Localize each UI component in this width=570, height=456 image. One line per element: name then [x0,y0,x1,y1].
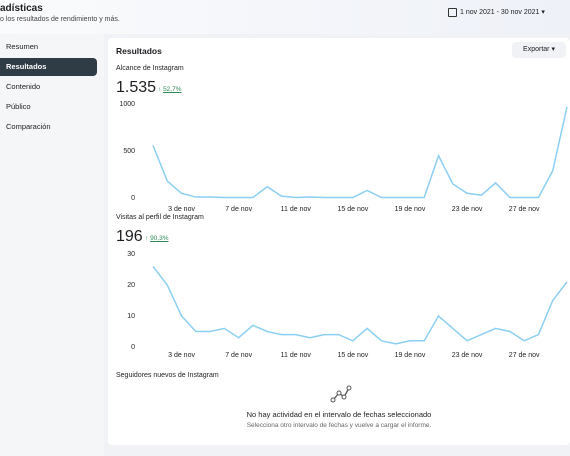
chart: 0 10 20 30 3 de nov 7 de nov 11 de nov 15 de no… [127,251,568,359]
x-tick-label: 15 de nov [337,352,368,359]
nav-item[interactable]: Comparación [6,122,51,131]
metric-change-value: 52,7% [163,86,182,93]
y-tick-label: 1000 [119,101,135,108]
x-tick-label: 27 de nov [509,206,540,213]
card-title: Resultados [116,46,162,56]
y-tick-label: 0 [131,344,135,351]
y-tick-label: 10 [127,313,135,320]
x-tick-label: 19 de nov [395,206,426,213]
x-tick-label: 7 de nov [225,352,252,359]
x-tick-label: 11 de nov [281,206,312,213]
date-range: 1 nov 2021 - 30 nov 2021 [460,9,540,16]
empty-icon [330,385,352,403]
top-bar: adísticas o los resultados de rendimient… [0,0,570,34]
x-tick-label: 23 de nov [452,352,483,359]
metric-total: 1.535 [116,79,157,96]
x-tick-label: 11 de nov [281,352,312,359]
results-card: Resultados Exportar ▾ Alcance de Instagr… [108,38,570,445]
export-button[interactable]: Exportar ▾ [512,42,566,58]
nav-item[interactable]: Público [6,102,31,111]
chart: 0 500 1000 3 de nov 7 de nov 11 de nov 15 de n… [119,101,568,213]
y-tick-label: 500 [123,148,135,155]
x-tick-label: 3 de nov [168,352,195,359]
x-tick-label: 23 de nov [452,206,483,213]
empty-title: No hay actividad en el intervalo de fech… [246,410,432,419]
x-tick-label: 27 de nov [509,352,540,359]
data-line [152,106,568,199]
x-tick-label: 15 de nov [337,206,368,213]
metric-change-value: 90,3% [150,235,169,242]
metric-change: ↑ 52,7% [158,86,182,93]
metric-label: Alcance de Instagram [116,65,184,72]
page-title: adísticas [0,3,43,14]
metric-change: ↑ 90,3% [145,235,169,242]
nav-item[interactable]: Resultados [0,58,97,76]
empty-text: Selecciona otro intervalo de fechas y vu… [246,422,432,429]
data-line [152,265,568,345]
metric-total: 196 [116,228,143,245]
x-tick-label: 3 de nov [168,206,195,213]
x-tick-label: 7 de nov [225,206,252,213]
sidebar: Resumen Resultados Contenido Público Com… [0,34,104,456]
followers-label: Seguidores nuevos de Instagram [116,372,219,379]
metric-label: Visitas al perfil de Instagram [116,214,204,221]
export-label: Exportar [523,46,550,53]
date-picker[interactable]: 1 nov 2021 - 30 nov 2021 ▾ [448,6,545,20]
y-tick-label: 0 [131,195,135,202]
nav-item[interactable]: Contenido [6,82,41,91]
nav-item[interactable]: Resumen [6,42,39,51]
page-subtitle: o los resultados de rendimiento y más. [0,16,120,23]
y-tick-label: 20 [127,282,135,289]
y-tick-label: 30 [127,251,135,258]
x-tick-label: 19 de nov [395,352,426,359]
